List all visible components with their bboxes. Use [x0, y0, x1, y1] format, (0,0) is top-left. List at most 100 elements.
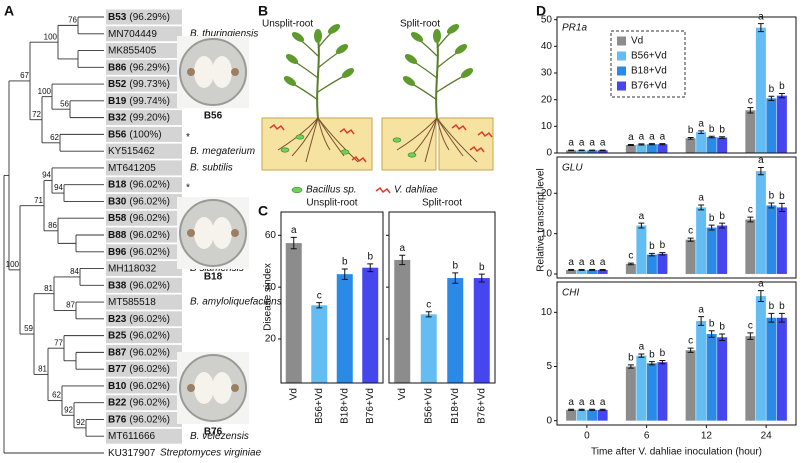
leaf-label: B96 (96.02%) [108, 246, 170, 257]
v-dahliae [375, 186, 391, 194]
diagram-title: Unsplit-root [262, 19, 313, 30]
leaf-name: B58 [108, 213, 127, 224]
error-bar [757, 23, 764, 33]
support: 62 [50, 133, 59, 142]
leaf-name: MN704449 [108, 28, 157, 39]
significance-letter: b [779, 301, 785, 312]
y-tick-label: 40 [265, 282, 277, 293]
legend-label: V. dahliae [394, 185, 438, 196]
leaf-name: B96 [108, 246, 127, 257]
error-bar [452, 272, 459, 284]
error-bar [589, 149, 596, 152]
leaf-name: B52 [108, 79, 127, 90]
plot-frame [556, 156, 797, 279]
leaf-name: B22 [108, 397, 127, 408]
leaf-name: KU317907 [108, 448, 156, 459]
significance-letter: c [426, 299, 431, 310]
y-tick-label: 60 [265, 230, 277, 241]
significance-letter: a [698, 193, 704, 204]
leaf [314, 29, 322, 43]
colony [194, 56, 214, 88]
significance-letter: a [579, 138, 585, 149]
bar [636, 144, 647, 153]
error-bar [568, 408, 575, 411]
bar [646, 254, 657, 274]
bar [646, 144, 657, 153]
error-bar [698, 316, 705, 326]
error-bar [599, 408, 606, 411]
x-tick-label: Vd [288, 388, 299, 400]
leaf-label: B10 (96.02%) [108, 381, 170, 392]
bar [755, 296, 766, 421]
error-bar [599, 149, 606, 152]
legend-label: B18+Vd [631, 66, 667, 77]
leaf-label: B32 (99.20%) [108, 112, 170, 123]
significance-letter: b [479, 262, 485, 273]
bar [576, 269, 587, 274]
error-bar [290, 236, 297, 250]
leaf-label: MT611666 [108, 431, 156, 442]
leaf-name: B25 [108, 330, 127, 341]
bar [745, 336, 756, 421]
v-dahliae [451, 123, 467, 131]
bacillus [392, 137, 402, 143]
leaf [460, 68, 474, 78]
significance-letter: a [568, 397, 574, 408]
error-bar [708, 224, 715, 231]
significance-letter: b [709, 124, 715, 135]
error-bar [698, 204, 705, 211]
label-bg [106, 411, 182, 427]
leaf [402, 76, 416, 86]
significance-letter: a [568, 138, 574, 149]
soil [438, 117, 494, 171]
bar [587, 150, 598, 153]
significance-letter: b [688, 125, 694, 136]
significance-letter: a [758, 155, 764, 166]
leaf-label: B52 (99.73%) [108, 79, 170, 90]
support: 92 [64, 405, 73, 414]
leaf-label: B88 (96.02%) [108, 230, 170, 241]
leaf [446, 24, 460, 34]
bar [755, 171, 766, 274]
identity: (96.02%) [129, 381, 170, 392]
error-bar [659, 360, 666, 365]
species: B. velezensis [190, 431, 249, 442]
bacillus [295, 134, 305, 140]
x-tick-label: 24 [761, 431, 773, 442]
leaf-name: B76 [108, 414, 127, 425]
error-bar [627, 364, 634, 369]
bar [566, 269, 577, 274]
fungus-plug [187, 384, 195, 392]
label-bg [106, 43, 182, 59]
identity: (99.73%) [129, 79, 170, 90]
x-tick-label: 0 [584, 431, 590, 442]
significance-letter: c [748, 205, 753, 216]
x-tick-label: B56+Vd [423, 388, 434, 424]
leaf-label: B87 (96.02%) [108, 347, 170, 358]
leaf-name: B30 [108, 196, 127, 207]
y-axis-label: Disease sindex [263, 263, 274, 331]
soil [261, 117, 373, 171]
bar [587, 269, 598, 274]
panel-label: A [4, 3, 14, 19]
leaf-name: B23 [108, 313, 127, 324]
error-bar [768, 95, 775, 101]
leaf-label: B23 (96.02%) [108, 313, 170, 324]
bar [657, 253, 668, 274]
significance-letter: b [342, 257, 348, 268]
identity: (96.02%) [129, 246, 170, 257]
significance-letter: a [589, 397, 595, 408]
y-tick-label: 30 [541, 68, 553, 79]
label-bg [106, 9, 182, 25]
v-dahliae [269, 123, 285, 131]
significance-letter: a [568, 257, 574, 268]
y-tick-label: 5 [546, 361, 552, 372]
bar [745, 110, 756, 153]
x-axis-label: Time after V. dahliae inoculation (hour) [591, 447, 762, 458]
leaf [341, 68, 355, 78]
soil [381, 117, 437, 171]
significance-letter: b [628, 353, 634, 364]
leaf-name: B56 [108, 129, 127, 140]
bar [706, 137, 717, 153]
legend-swatch [617, 66, 626, 76]
